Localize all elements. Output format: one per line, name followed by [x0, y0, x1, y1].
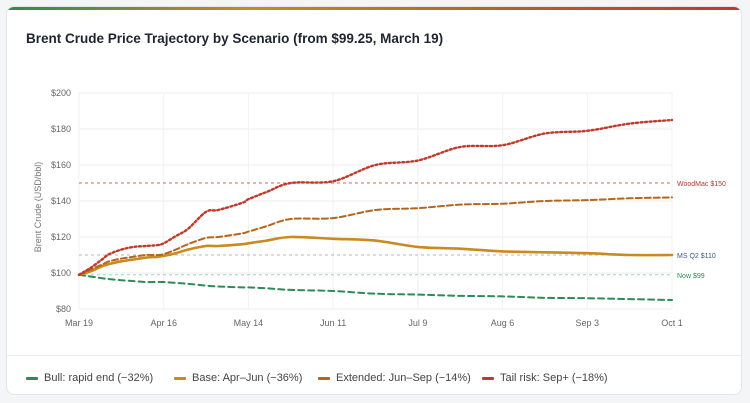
- x-tick-label: Apr 16: [150, 318, 177, 328]
- y-tick-label: $140: [51, 196, 71, 206]
- x-tick-label: Aug 6: [491, 318, 515, 328]
- reference-line-label: MS Q2 $110: [677, 253, 716, 260]
- legend-item-extended: Extended: Jun–Sep (−14%): [318, 372, 471, 384]
- y-axis-label: Brent Crude (USD/bbl): [33, 162, 43, 253]
- legend-label-extended: Extended: Jun–Sep (−14%): [336, 372, 471, 384]
- chart-title: Brent Crude Price Trajectory by Scenario…: [26, 31, 444, 46]
- legend-label-base: Base: Apr–Jun (−36%): [192, 372, 303, 384]
- reference-line-label: Now $99: [677, 273, 705, 280]
- series-line-bull: [78, 273, 673, 301]
- y-tick-label: $160: [51, 160, 71, 170]
- legend-swatch-tail-risk: [482, 376, 494, 380]
- legend-item-tail-risk: Tail risk: Sep+ (−18%): [482, 372, 608, 384]
- series-line-tail-risk: [77, 118, 674, 276]
- x-tick-label: Jul 9: [408, 318, 427, 328]
- x-axis-ticks: Mar 19 Apr 16 May 14 Jun 11 Jul 9 Aug 6 Sep 3 O…: [65, 318, 683, 328]
- y-tick-label: $200: [51, 88, 71, 98]
- line-chart: WoodMac $150 MS Q2 $110 Now $99 $80 $100 $12…: [33, 88, 726, 328]
- y-tick-label: $180: [51, 124, 71, 134]
- x-tick-label: Jun 11: [320, 318, 346, 328]
- series-line-extended: [78, 196, 673, 276]
- x-tick-label: Oct 1: [661, 318, 683, 328]
- legend-item-base: Base: Apr–Jun (−36%): [174, 372, 302, 384]
- card-accent-bar: [7, 7, 741, 10]
- legend-swatch-bull: [26, 376, 38, 380]
- chart-card: Brent Crude Price Trajectory by Scenario…: [6, 6, 742, 395]
- series-line-base: [77, 235, 674, 277]
- y-tick-label: $120: [51, 232, 71, 242]
- x-tick-label: Sep 3: [576, 318, 600, 328]
- chart-legend: Bull: rapid end (−32%) Base: Apr–Jun (−3…: [7, 355, 741, 394]
- y-axis-ticks: $80 $100 $120 $140 $160 $180 $200: [51, 88, 71, 314]
- reference-line-label: WoodMac $150: [677, 181, 726, 188]
- x-tick-label: Mar 19: [65, 318, 93, 328]
- legend-swatch-extended: [318, 376, 330, 380]
- legend-label-bull: Bull: rapid end (−32%): [44, 372, 154, 384]
- legend-label-tail-risk: Tail risk: Sep+ (−18%): [500, 372, 608, 384]
- y-tick-label: $80: [56, 304, 71, 314]
- legend-swatch-base: [174, 376, 186, 380]
- y-tick-label: $100: [51, 268, 71, 278]
- legend-item-bull: Bull: rapid end (−32%): [26, 372, 153, 384]
- grid-layer: [78, 92, 673, 310]
- series-layer: [77, 118, 674, 301]
- x-tick-label: May 14: [234, 318, 264, 328]
- reference-lines-layer: WoodMac $150 MS Q2 $110 Now $99: [79, 181, 726, 280]
